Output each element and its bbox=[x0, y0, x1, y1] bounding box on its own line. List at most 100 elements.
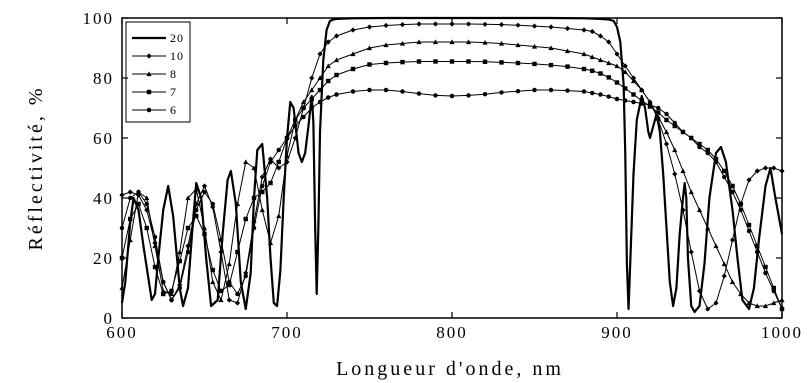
data-point bbox=[227, 279, 232, 285]
data-point bbox=[433, 93, 438, 98]
data-point bbox=[672, 120, 677, 126]
data-point bbox=[631, 92, 636, 97]
data-point bbox=[705, 147, 710, 153]
data-point bbox=[672, 147, 678, 153]
data-point bbox=[465, 21, 472, 27]
data-point bbox=[721, 273, 727, 279]
data-point bbox=[663, 129, 670, 135]
data-point bbox=[259, 174, 265, 180]
data-point bbox=[771, 285, 776, 291]
data-point bbox=[234, 300, 241, 306]
data-point bbox=[614, 63, 620, 69]
data-point bbox=[655, 117, 661, 123]
series-20 bbox=[120, 16, 784, 314]
data-point bbox=[218, 297, 224, 303]
data-point bbox=[746, 177, 752, 183]
data-point bbox=[128, 195, 133, 201]
legend-label: 6 bbox=[170, 103, 177, 117]
x-tick-label: 600 bbox=[106, 323, 138, 342]
data-point bbox=[515, 88, 521, 94]
series-layer bbox=[119, 16, 785, 314]
data-point bbox=[713, 159, 719, 165]
data-point bbox=[309, 96, 314, 102]
data-point bbox=[144, 225, 149, 231]
data-point bbox=[597, 57, 604, 63]
data-point bbox=[334, 72, 339, 78]
data-point bbox=[350, 66, 356, 72]
data-point bbox=[606, 60, 612, 66]
data-point bbox=[276, 213, 282, 219]
data-point bbox=[598, 92, 603, 97]
data-point bbox=[202, 231, 207, 237]
data-point bbox=[243, 273, 248, 279]
data-point bbox=[333, 57, 340, 63]
data-point bbox=[581, 66, 587, 72]
data-point bbox=[185, 225, 191, 231]
data-point bbox=[738, 291, 744, 297]
data-point bbox=[482, 59, 488, 65]
data-point bbox=[449, 39, 455, 45]
data-point bbox=[235, 291, 240, 297]
data-point bbox=[193, 201, 199, 207]
data-point bbox=[399, 22, 406, 28]
data-point bbox=[754, 168, 760, 174]
data-point bbox=[333, 33, 340, 39]
data-point bbox=[482, 91, 488, 97]
data-point bbox=[416, 59, 422, 64]
legend-marker bbox=[146, 53, 152, 59]
data-point bbox=[498, 40, 505, 46]
y-tick-label: 100 bbox=[83, 9, 115, 28]
data-point bbox=[581, 51, 587, 57]
y-axis-title: Réflectivité, % bbox=[25, 86, 47, 251]
data-point bbox=[581, 27, 587, 33]
data-point bbox=[548, 45, 554, 51]
data-point bbox=[630, 78, 637, 84]
data-point bbox=[631, 99, 636, 105]
data-point bbox=[367, 62, 372, 67]
legend: 20 10 8 7 6 bbox=[125, 21, 191, 123]
data-point bbox=[771, 300, 777, 306]
legend-label: 8 bbox=[170, 67, 177, 81]
data-point bbox=[136, 189, 141, 195]
y-tick-label: 40 bbox=[93, 189, 114, 208]
data-point bbox=[697, 141, 702, 147]
data-point bbox=[260, 189, 265, 195]
data-point bbox=[515, 22, 521, 28]
data-point bbox=[515, 60, 521, 66]
data-point bbox=[746, 300, 752, 306]
data-point bbox=[400, 59, 405, 65]
data-point bbox=[738, 201, 743, 207]
data-point bbox=[763, 270, 768, 276]
data-point bbox=[762, 303, 769, 309]
data-point bbox=[746, 222, 752, 228]
data-point bbox=[144, 201, 149, 207]
data-point bbox=[218, 288, 224, 294]
data-point bbox=[688, 249, 694, 255]
data-point bbox=[449, 93, 455, 99]
data-point bbox=[235, 249, 240, 255]
data-point bbox=[268, 180, 273, 186]
data-point bbox=[449, 59, 455, 64]
data-point bbox=[152, 264, 158, 270]
data-point bbox=[614, 96, 620, 102]
data-point bbox=[326, 95, 331, 100]
data-point bbox=[548, 24, 554, 30]
data-point bbox=[309, 87, 315, 93]
data-point bbox=[482, 21, 488, 27]
data-point bbox=[350, 89, 356, 94]
ticks-layer: 600 700 800 900 1000 0 20 40 60 80 100 bbox=[83, 9, 803, 342]
data-point bbox=[606, 39, 612, 45]
data-point bbox=[755, 249, 760, 255]
data-point bbox=[185, 195, 191, 201]
data-point bbox=[152, 234, 158, 240]
x-tick-label: 1000 bbox=[761, 323, 803, 342]
data-point bbox=[350, 51, 356, 57]
data-point bbox=[680, 129, 686, 135]
data-point bbox=[202, 189, 207, 195]
data-point bbox=[531, 43, 538, 49]
data-point bbox=[367, 87, 372, 93]
data-point bbox=[292, 135, 298, 141]
legend-marker bbox=[146, 107, 152, 113]
legend-label: 10 bbox=[170, 49, 184, 63]
